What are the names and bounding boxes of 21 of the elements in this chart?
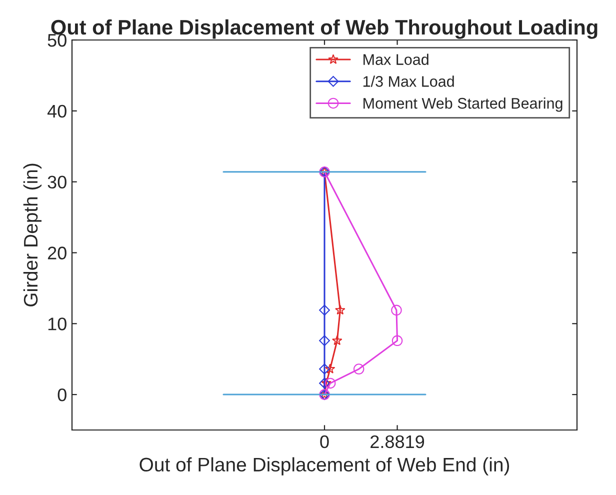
point — [324, 378, 336, 389]
y-tick-label: 10 — [48, 318, 66, 330]
y-tick-label: 40 — [47, 104, 66, 118]
point — [332, 335, 342, 346]
point — [324, 364, 336, 374]
point — [353, 364, 364, 374]
y-axis-title: Girder Depth (in) — [23, 164, 42, 306]
point — [392, 335, 403, 346]
point — [391, 304, 402, 316]
point — [319, 335, 330, 346]
y-tick-label: 20 — [48, 246, 66, 260]
y-tick-label: 0 — [58, 388, 66, 402]
legend-label: Moment Web Started Bearing — [364, 98, 562, 112]
legend-label: Max Load — [364, 54, 428, 65]
point — [319, 364, 330, 374]
y-tick-label: 30 — [48, 176, 66, 189]
x-axis-title: Out of Plane Displacement of Web End (in) — [140, 457, 510, 476]
point — [335, 304, 346, 315]
x-tick-label: 2.8819 — [370, 435, 424, 448]
point — [319, 304, 330, 316]
legend-label: 1/3 Max Load — [363, 76, 454, 87]
